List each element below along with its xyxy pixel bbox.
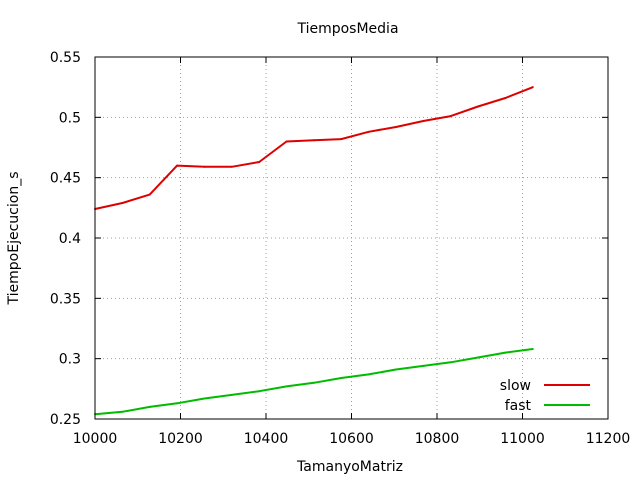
data-point-fast: [285, 385, 288, 388]
y-tick-label: 0.3: [59, 352, 81, 368]
data-point-slow: [230, 165, 233, 168]
y-tick-label: 0.35: [50, 291, 81, 307]
data-point-slow: [394, 125, 397, 128]
y-axis-label: TiempoEjecucion_s: [6, 172, 22, 306]
data-point-fast: [148, 405, 151, 408]
data-point-fast: [312, 381, 315, 384]
data-point-slow: [203, 165, 206, 168]
data-point-slow: [340, 138, 343, 141]
data-point-fast: [121, 410, 124, 413]
data-point-fast: [176, 402, 179, 405]
y-tick-label: 0.25: [50, 412, 81, 428]
x-tick-label: 11000: [500, 431, 545, 447]
data-point-slow: [176, 164, 179, 167]
data-point-fast: [504, 351, 507, 354]
y-tick-label: 0.5: [59, 110, 81, 126]
legend: slow fast: [500, 378, 590, 414]
y-tick-label: 0.55: [50, 50, 81, 66]
axis-ticks: 10000 10200 10400 10600 10800 11000 11200 0.25 0…: [50, 50, 630, 447]
x-tick-label: 10600: [329, 431, 374, 447]
data-point-slow: [422, 119, 425, 122]
data-point-fast: [230, 393, 233, 396]
x-tick-label: 10400: [244, 431, 289, 447]
data-point-fast: [531, 348, 534, 351]
x-tick-label: 10000: [73, 431, 118, 447]
data-point-slow: [531, 86, 534, 89]
data-point-fast: [203, 397, 206, 400]
data-point-slow: [312, 139, 315, 142]
data-point-fast: [394, 368, 397, 371]
data-point-slow: [477, 105, 480, 108]
legend-label-slow: slow: [500, 378, 531, 394]
data-point-fast: [367, 373, 370, 376]
x-tick-label: 10800: [415, 431, 460, 447]
data-point-slow: [258, 160, 261, 163]
data-point-slow: [449, 115, 452, 118]
x-axis-label: TamanyoMatriz: [296, 459, 403, 475]
series-line-slow: [94, 86, 534, 210]
y-tick-label: 0.4: [59, 231, 81, 247]
data-point-fast: [422, 364, 425, 367]
data-point-slow: [285, 140, 288, 143]
data-point-slow: [148, 193, 151, 196]
x-tick-label: 10200: [158, 431, 203, 447]
legend-label-fast: fast: [505, 398, 532, 414]
data-point-slow: [121, 202, 124, 205]
y-tick-label: 0.45: [50, 171, 81, 187]
data-point-fast: [449, 361, 452, 364]
data-point-slow: [504, 97, 507, 100]
data-point-fast: [477, 356, 480, 359]
data-point-fast: [258, 390, 261, 393]
series-lines: [94, 86, 534, 416]
data-point-slow: [367, 130, 370, 133]
grid: [95, 57, 608, 419]
chart-title: TiemposMedia: [296, 21, 398, 37]
data-point-fast: [340, 376, 343, 379]
x-tick-label: 11200: [586, 431, 631, 447]
series-line-fast: [94, 348, 533, 416]
